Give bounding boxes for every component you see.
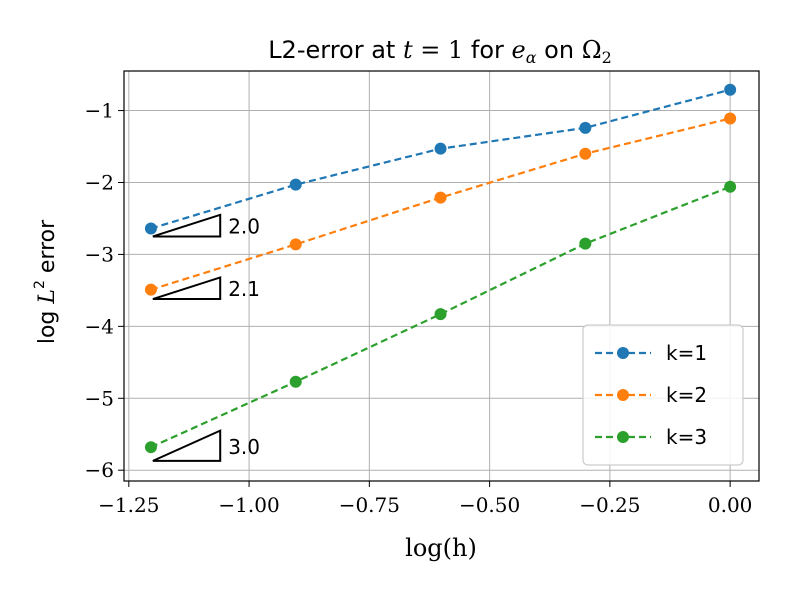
axis-ticks: −1.25 −1.00 −0.75 −0.50 −0.25 0.00 −1 −2 −3 −4 −5 −… bbox=[85, 99, 753, 517]
y-label-post: error bbox=[35, 219, 60, 280]
x-tick-label: −0.75 bbox=[339, 493, 400, 517]
title-e-base: e bbox=[512, 36, 526, 64]
title-t-variable: t bbox=[403, 36, 413, 64]
legend-label: k=3 bbox=[666, 425, 707, 449]
y-tick-label: −3 bbox=[85, 242, 114, 266]
data-point bbox=[289, 238, 302, 251]
x-axis-label: log(h) bbox=[405, 534, 477, 562]
data-point bbox=[579, 147, 592, 160]
legend-label: k=2 bbox=[666, 383, 707, 407]
slope-triangle bbox=[152, 429, 222, 462]
data-point bbox=[289, 178, 302, 191]
y-tick-label: −4 bbox=[85, 314, 114, 338]
plot-frame bbox=[123, 70, 760, 482]
legend-box bbox=[582, 324, 744, 466]
y-tick-label: −2 bbox=[85, 170, 114, 194]
x-tick-label: −0.50 bbox=[459, 493, 520, 517]
y-axis-label: log L2 error bbox=[32, 219, 60, 344]
legend-label: k=1 bbox=[666, 341, 707, 365]
data-point bbox=[144, 441, 157, 454]
title-e-subscript: α bbox=[526, 48, 537, 67]
legend: k=1 k=2 k=3 bbox=[582, 324, 744, 466]
data-point bbox=[579, 121, 592, 134]
title-on: on bbox=[537, 36, 582, 64]
title-omega: Ω bbox=[582, 36, 602, 64]
y-tick-label: −1 bbox=[85, 99, 114, 123]
title-prefix: L2-error at bbox=[268, 36, 403, 64]
series-line bbox=[150, 185, 731, 449]
x-tick-label: −1.25 bbox=[98, 493, 159, 517]
series-layer bbox=[144, 83, 737, 454]
x-tick-label: 0.00 bbox=[708, 493, 753, 517]
data-point bbox=[724, 112, 737, 125]
data-point bbox=[579, 237, 592, 250]
data-point bbox=[724, 180, 737, 193]
data-point bbox=[434, 308, 447, 321]
y-label-pre: log bbox=[35, 304, 60, 345]
data-point bbox=[144, 283, 157, 296]
data-point bbox=[434, 191, 447, 204]
data-point bbox=[434, 142, 447, 155]
title-middle: for bbox=[463, 36, 511, 64]
slope-triangle bbox=[152, 276, 222, 301]
chart-title: L2-error at t = 1 for eα on Ω2 bbox=[268, 36, 612, 67]
title-omega-subscript: 2 bbox=[602, 48, 612, 67]
slope-label: 2.0 bbox=[228, 215, 260, 239]
x-tick-label: −0.25 bbox=[579, 493, 640, 517]
y-label-L: L bbox=[35, 289, 60, 305]
y-label-sup: 2 bbox=[32, 280, 48, 289]
title-t-equals: = 1 bbox=[413, 36, 464, 64]
slope-label: 3.0 bbox=[228, 435, 260, 459]
data-point bbox=[144, 222, 157, 235]
slope-triangle bbox=[152, 213, 222, 238]
legend-swatch-marker bbox=[617, 389, 629, 401]
legend-swatch-marker bbox=[617, 347, 629, 359]
data-point bbox=[724, 83, 737, 96]
legend-swatch-marker bbox=[617, 431, 629, 443]
y-tick-label: −6 bbox=[85, 458, 114, 482]
slope-label: 2.1 bbox=[228, 277, 260, 301]
x-tick-label: −1.00 bbox=[218, 493, 279, 517]
y-tick-label: −5 bbox=[85, 386, 114, 410]
data-point bbox=[289, 375, 302, 388]
slope-triangles: 2.0 2.1 3.0 bbox=[152, 213, 260, 462]
